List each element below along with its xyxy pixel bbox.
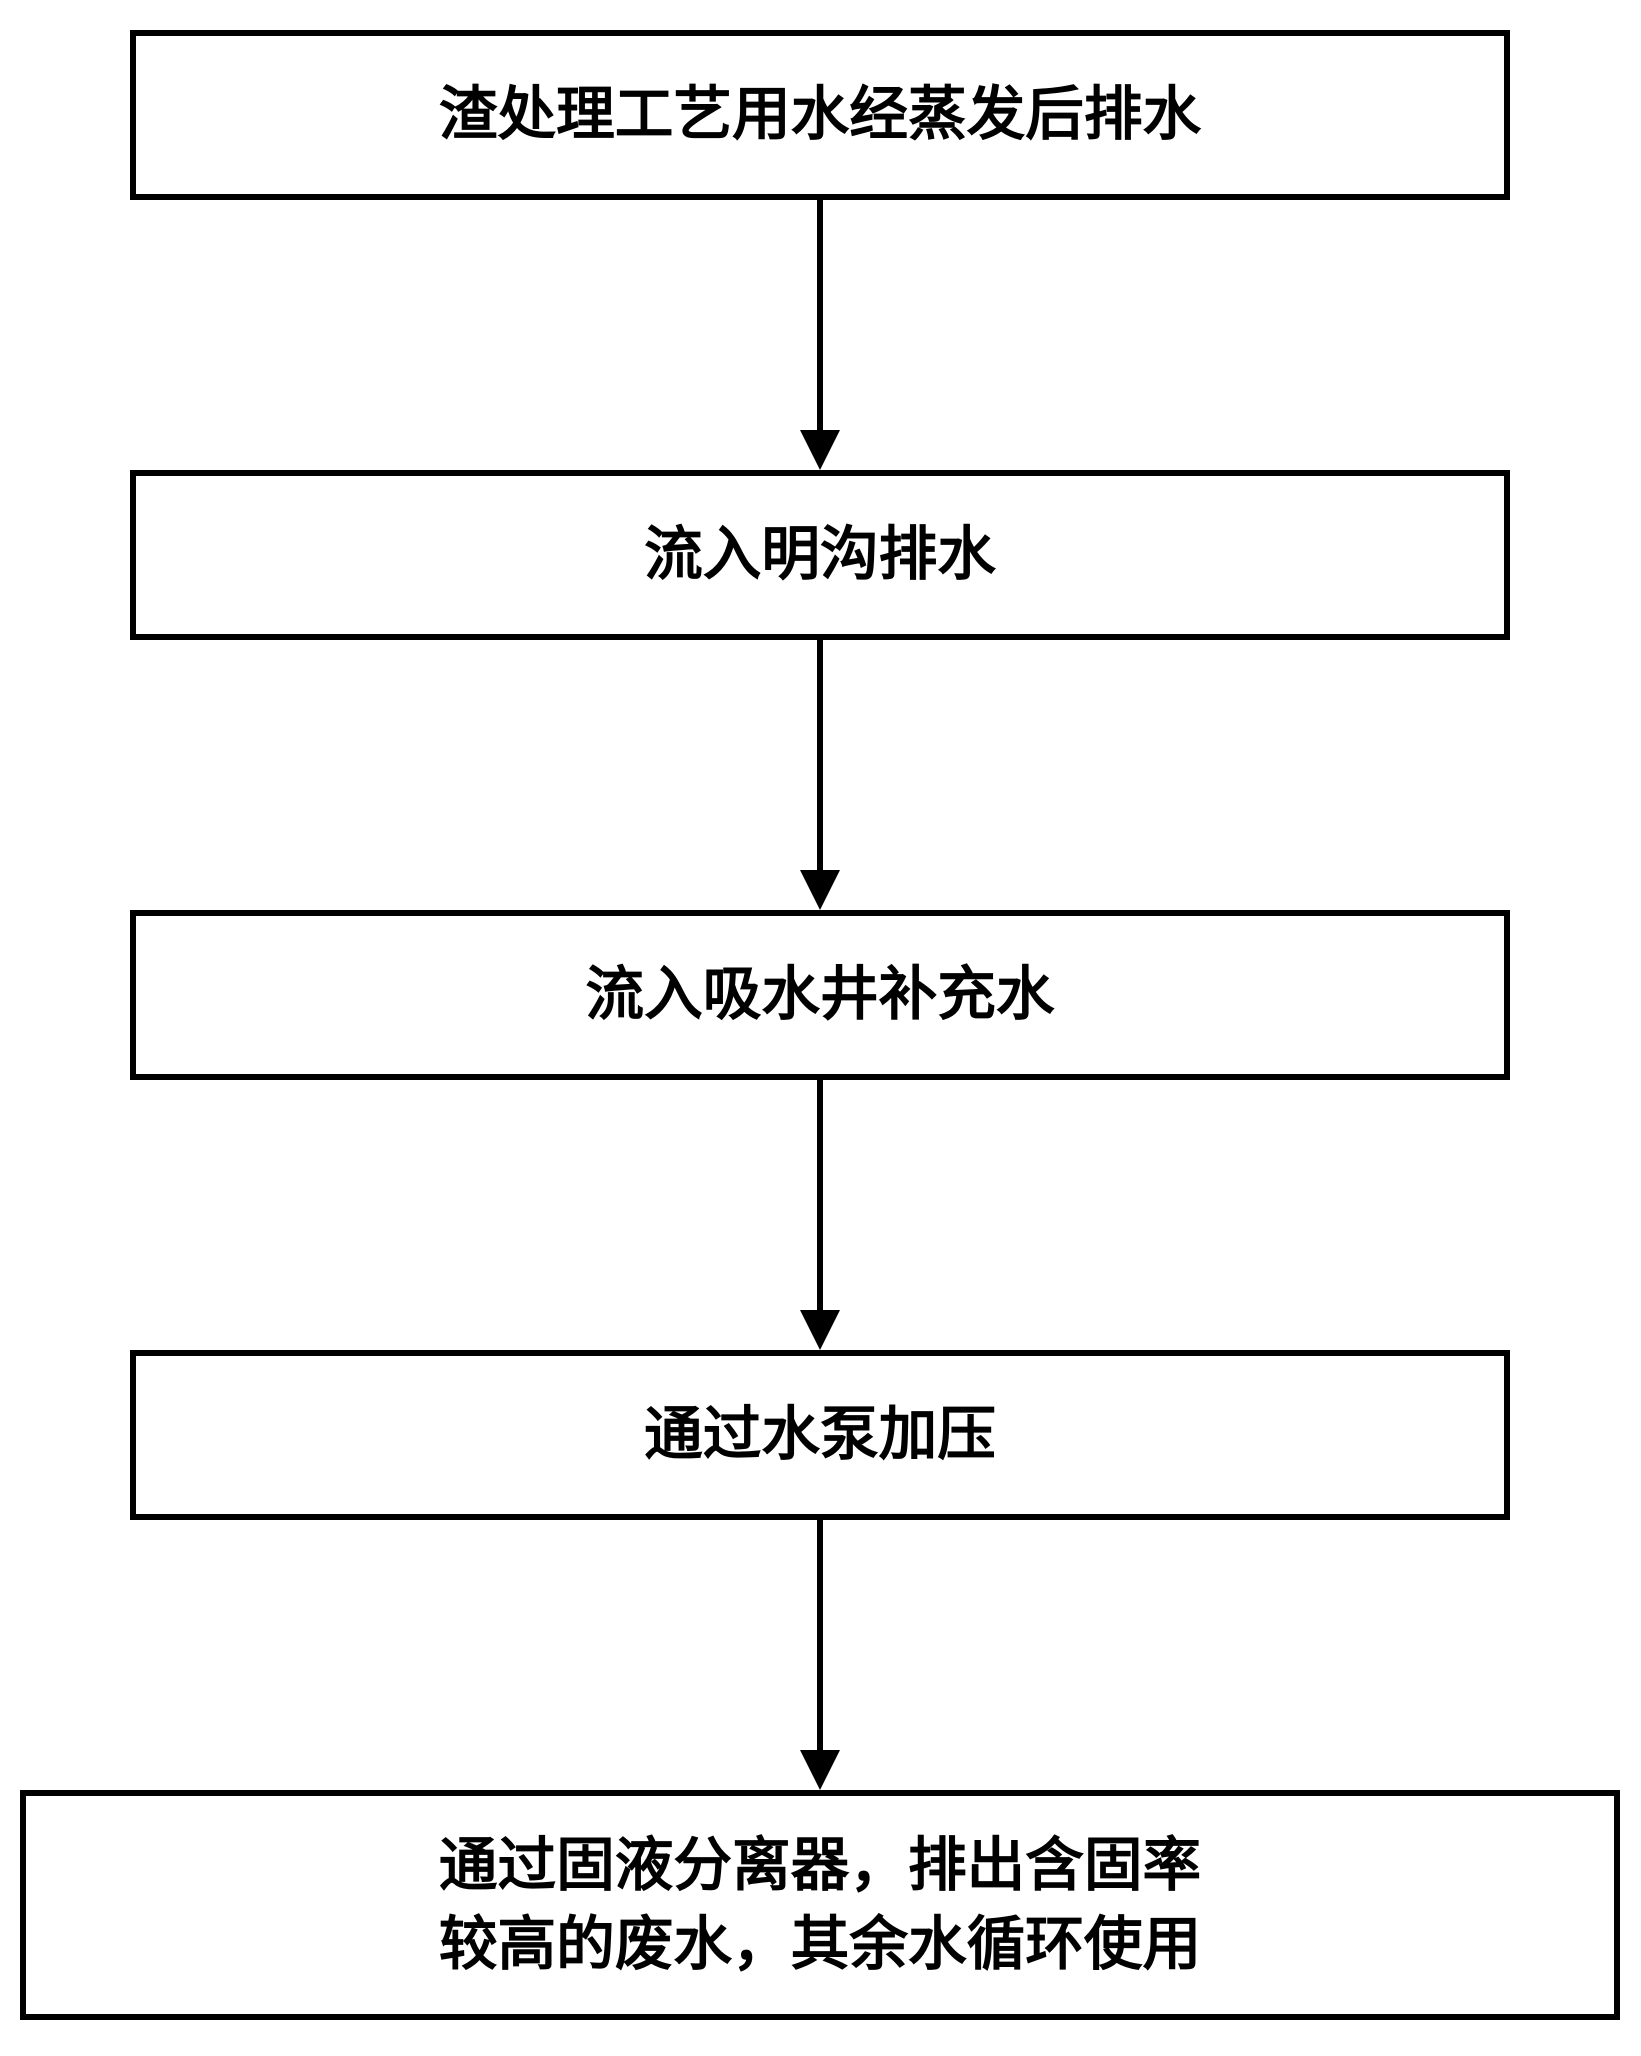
- arrow-line: [817, 1520, 823, 1754]
- flow-box-step2: 流入明沟排水: [130, 470, 1510, 640]
- flowchart-canvas: 渣处理工艺用水经蒸发后排水流入明沟排水流入吸水井补充水通过水泵加压通过固液分离器…: [0, 0, 1641, 2056]
- arrow-head-icon: [800, 1310, 840, 1350]
- arrow-line: [817, 640, 823, 874]
- flow-box-step3: 流入吸水井补充水: [130, 910, 1510, 1080]
- arrow-head-icon: [800, 430, 840, 470]
- arrow-line: [817, 200, 823, 434]
- flow-box-label: 流入吸水井补充水: [585, 955, 1054, 1034]
- flow-box-label: 流入明沟排水: [644, 515, 996, 594]
- flow-box-label: 渣处理工艺用水经蒸发后排水: [439, 75, 1201, 154]
- arrow-head-icon: [800, 1750, 840, 1790]
- flow-box-step5: 通过固液分离器，排出含固率 较高的废水，其余水循环使用: [20, 1790, 1620, 2020]
- flow-box-step4: 通过水泵加压: [130, 1350, 1510, 1520]
- flow-box-label: 通过水泵加压: [644, 1395, 996, 1474]
- arrow-head-icon: [800, 870, 840, 910]
- flow-box-step1: 渣处理工艺用水经蒸发后排水: [130, 30, 1510, 200]
- arrow-line: [817, 1080, 823, 1314]
- flow-box-label: 通过固液分离器，排出含固率 较高的废水，其余水循环使用: [439, 1826, 1201, 1984]
